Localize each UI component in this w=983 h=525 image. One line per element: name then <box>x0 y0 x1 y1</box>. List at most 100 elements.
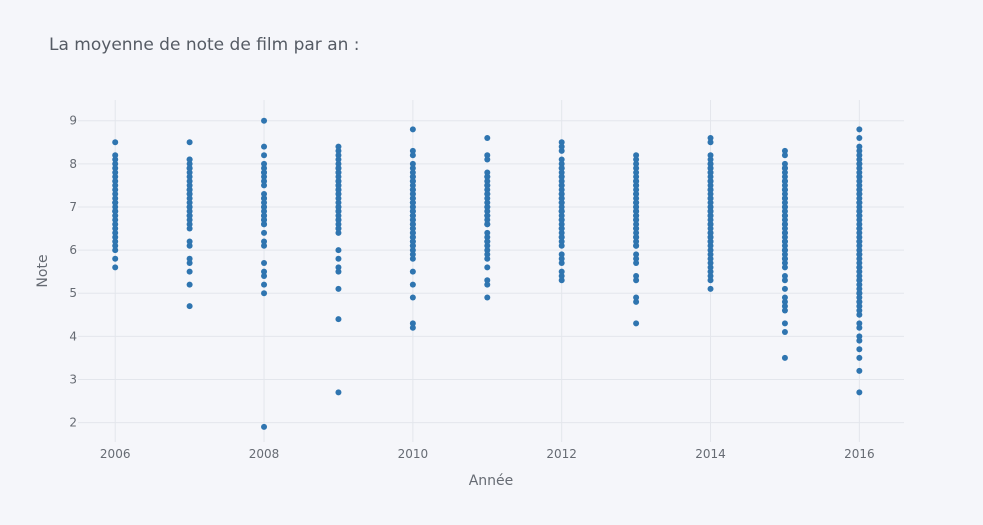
data-point <box>409 247 416 254</box>
data-point <box>856 216 863 223</box>
data-point <box>186 216 193 223</box>
data-point <box>633 165 640 172</box>
data-point <box>856 160 863 167</box>
data-point <box>633 169 640 176</box>
grid-lines <box>78 100 904 442</box>
data-point <box>335 264 342 271</box>
data-point <box>484 212 491 219</box>
y-tick-label: 9 <box>69 114 77 128</box>
data-point <box>633 152 640 159</box>
data-point <box>484 238 491 245</box>
data-point <box>186 165 193 172</box>
data-point <box>112 156 119 163</box>
data-point <box>781 354 788 361</box>
data-point <box>707 139 714 146</box>
data-point <box>335 152 342 159</box>
data-point <box>409 152 416 159</box>
data-point <box>558 221 565 228</box>
data-point <box>112 173 119 180</box>
data-point <box>484 247 491 254</box>
data-point <box>558 156 565 163</box>
data-point <box>261 268 268 275</box>
data-point <box>335 156 342 163</box>
data-point <box>558 143 565 150</box>
data-point <box>856 221 863 228</box>
data-point <box>261 173 268 180</box>
x-tick-label: 2010 <box>398 447 429 461</box>
data-point <box>856 324 863 331</box>
data-point <box>856 225 863 232</box>
data-point <box>781 152 788 159</box>
data-point <box>856 251 863 258</box>
y-tick-label: 4 <box>69 329 77 343</box>
data-point <box>112 221 119 228</box>
data-point <box>633 160 640 167</box>
x-tick-label: 2012 <box>546 447 577 461</box>
data-point <box>558 208 565 215</box>
data-point <box>856 152 863 159</box>
data-point <box>856 389 863 396</box>
data-point <box>112 178 119 185</box>
data-point <box>261 169 268 176</box>
data-point <box>409 281 416 288</box>
data-point <box>186 182 193 189</box>
data-point <box>558 234 565 241</box>
data-point <box>409 294 416 301</box>
data-point <box>409 173 416 180</box>
data-point <box>856 134 863 141</box>
data-point <box>186 160 193 167</box>
data-point <box>558 242 565 249</box>
data-point <box>781 303 788 310</box>
data-point <box>409 147 416 154</box>
data-point <box>707 277 714 284</box>
data-point <box>856 212 863 219</box>
x-tick-label: 2008 <box>249 447 280 461</box>
data-point <box>856 281 863 288</box>
data-point <box>558 277 565 284</box>
data-point <box>707 238 714 245</box>
data-point <box>558 182 565 189</box>
y-tick-label: 5 <box>69 286 77 300</box>
data-point <box>633 156 640 163</box>
data-point <box>707 152 714 159</box>
data-point <box>484 264 491 271</box>
data-point <box>261 212 268 219</box>
data-point <box>558 225 565 232</box>
data-point <box>335 216 342 223</box>
data-point <box>335 212 342 219</box>
data-point <box>633 199 640 206</box>
data-point <box>112 182 119 189</box>
data-point <box>112 247 119 254</box>
data-point <box>335 389 342 396</box>
data-point <box>335 316 342 323</box>
data-point <box>558 229 565 236</box>
x-tick-label: 2016 <box>844 447 875 461</box>
data-point <box>856 238 863 245</box>
data-point <box>558 186 565 193</box>
data-point <box>558 191 565 198</box>
data-point <box>633 229 640 236</box>
data-point <box>186 208 193 215</box>
data-point <box>633 208 640 215</box>
data-point <box>781 216 788 223</box>
data-point <box>261 117 268 124</box>
data-point <box>409 212 416 219</box>
data-point <box>484 229 491 236</box>
data-point <box>707 199 714 206</box>
data-point <box>484 277 491 284</box>
data-point <box>633 186 640 193</box>
data-point <box>781 255 788 262</box>
data-point <box>558 216 565 223</box>
data-point <box>335 195 342 202</box>
data-point <box>186 199 193 206</box>
x-axis-title: Année <box>469 473 514 489</box>
data-point <box>707 195 714 202</box>
data-point <box>112 216 119 223</box>
data-point <box>856 234 863 241</box>
data-point <box>558 147 565 154</box>
data-point <box>112 195 119 202</box>
data-point <box>335 165 342 172</box>
data-point <box>856 165 863 172</box>
data-point <box>633 255 640 262</box>
